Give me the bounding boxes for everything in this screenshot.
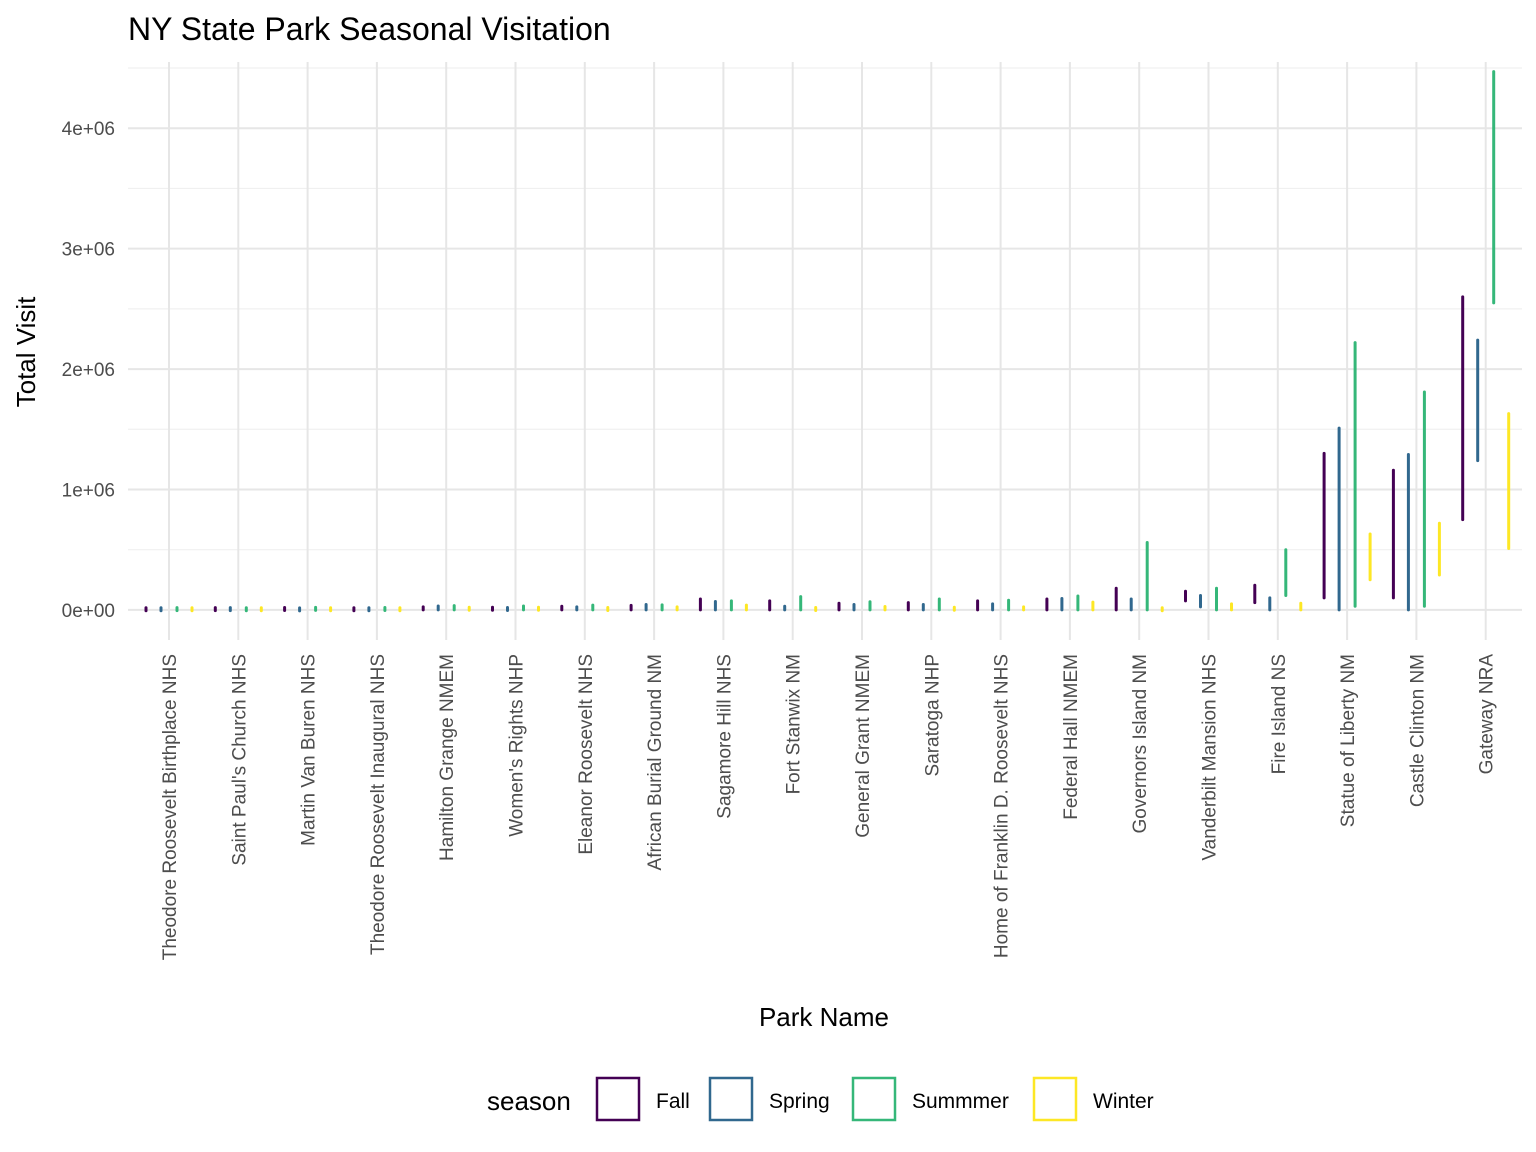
x-tick-label: Fort Stanwix NM: [784, 654, 805, 794]
x-tick-label: General Grant NMEM: [853, 654, 874, 838]
x-axis-title: Park Name: [759, 1002, 889, 1032]
x-tick-label: Governors Island NM: [1130, 654, 1151, 834]
legend-label: Spring: [769, 1090, 830, 1113]
x-tick-label: Eleanor Roosevelt NHS: [576, 654, 597, 855]
x-tick-label: Women's Rights NHP: [507, 654, 528, 837]
y-tick-label: 3e+06: [62, 240, 115, 261]
x-tick-label: Theodore Roosevelt Inaugural NHS: [368, 654, 389, 955]
y-tick-label: 0e+00: [62, 601, 115, 622]
legend: season Fall Spring Summmer Winter: [487, 1076, 1154, 1122]
x-tick-label: Vanderbilt Mansion NHS: [1200, 654, 1221, 861]
data-marks: [144, 70, 1511, 613]
x-tick-label: Martin Van Buren NHS: [299, 654, 320, 846]
x-tick-label: Gateway NRA: [1477, 654, 1498, 775]
y-tick-label: 4e+06: [62, 119, 115, 140]
x-tick-label: Fire Island NS: [1269, 654, 1290, 774]
x-tick-label: Theodore Roosevelt Birthplace NHS: [160, 654, 181, 960]
y-tick-label: 1e+06: [62, 480, 115, 501]
y-axis-ticks: 0e+00 1e+06 2e+06 3e+06 4e+06: [62, 119, 115, 622]
legend-key: [851, 1076, 897, 1122]
legend-label: Summmer: [912, 1090, 1009, 1113]
grid-lines: [128, 62, 1522, 640]
x-tick-label: Sagamore Hill NHS: [714, 654, 735, 819]
legend-label: Fall: [656, 1090, 690, 1113]
x-tick-label: Castle Clinton NM: [1407, 654, 1428, 807]
x-tick-label: Hamilton Grange NMEM: [437, 654, 458, 861]
x-tick-label: African Burial Ground NM: [645, 654, 666, 870]
legend-key: [1032, 1076, 1078, 1122]
x-tick-label: Saint Paul's Church NHS: [229, 654, 250, 866]
legend-key: [708, 1076, 754, 1122]
x-tick-label: Saratoga NHP: [922, 654, 943, 777]
legend-label: Winter: [1093, 1090, 1154, 1113]
x-axis-ticks: Theodore Roosevelt Birthplace NHS Saint P…: [160, 654, 1498, 961]
legend-title: season: [487, 1086, 571, 1116]
x-tick-label: Statue of Liberty NM: [1338, 654, 1359, 827]
x-tick-label: Home of Franklin D. Roosevelt NHS: [992, 654, 1013, 958]
y-tick-label: 2e+06: [62, 360, 115, 381]
y-axis-title: Total Visit: [11, 296, 41, 408]
legend-key: [595, 1076, 641, 1122]
x-tick-label: Federal Hall NMEM: [1061, 654, 1082, 820]
chart-title: NY State Park Seasonal Visitation: [128, 11, 611, 47]
